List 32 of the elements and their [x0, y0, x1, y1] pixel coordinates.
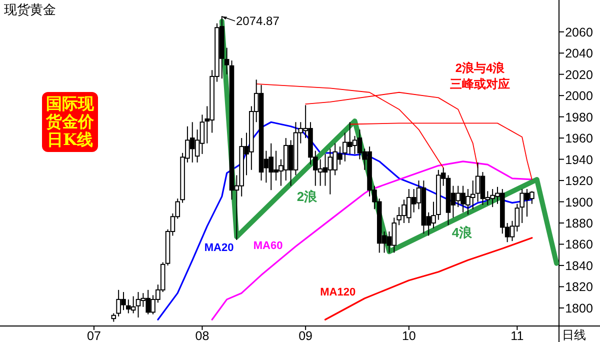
series-label: MA120 — [320, 286, 356, 298]
x-tick-label: 08 — [195, 329, 210, 342]
y-tick-label: 1820 — [565, 280, 593, 294]
y-tick-label: 1980 — [565, 110, 593, 124]
annotation: 2074.87 — [236, 14, 280, 28]
annotation: 国际现货金价日K线 — [42, 92, 98, 152]
line-series — [157, 121, 533, 320]
x-tick-label: 11 — [510, 329, 524, 342]
candlestick — [224, 47, 230, 75]
annotation: 2浪 — [296, 189, 318, 204]
series-label: MA60 — [253, 240, 283, 252]
y-tick-label: 1920 — [565, 174, 593, 188]
x-tick-label: 10 — [402, 329, 416, 342]
y-tick-label: 1880 — [565, 216, 593, 230]
text: 日线 — [562, 328, 586, 342]
annotation: 三峰或对应 — [450, 77, 510, 91]
y-tick-label: 1900 — [565, 195, 593, 210]
y-tick-label: 1960 — [565, 132, 593, 146]
chart-title: 现货黄金 — [4, 2, 56, 17]
y-tick-label: 2060 — [565, 25, 593, 40]
y-tick-label: 1840 — [565, 258, 593, 273]
y-tick-label: 1800 — [565, 301, 593, 316]
y-tick-label: 2040 — [565, 46, 593, 61]
y-tick-label: 1860 — [565, 238, 593, 252]
annotation: 4浪 — [452, 225, 474, 240]
y-tick-label: 1940 — [565, 152, 593, 167]
series-label: MA20 — [204, 242, 234, 254]
y-tick-label: 2020 — [565, 68, 593, 82]
annotation: 2浪与4浪 — [455, 61, 506, 75]
y-tick-label: 2000 — [565, 89, 593, 104]
x-tick-label: 07 — [87, 329, 101, 342]
x-tick-label: 09 — [298, 329, 313, 342]
